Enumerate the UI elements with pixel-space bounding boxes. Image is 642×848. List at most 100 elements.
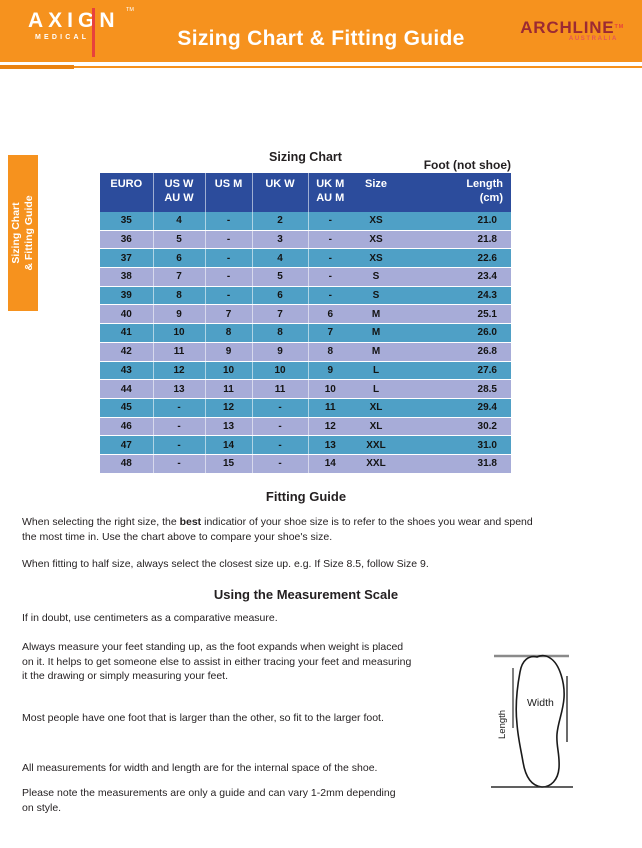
table-cell: 27.6 — [400, 361, 511, 381]
table-cell: 6 — [308, 304, 352, 325]
archline-trademark: TM — [614, 24, 624, 30]
header-divider-accent — [0, 65, 74, 69]
archline-name: ARCHLINE — [520, 18, 615, 37]
footnote-internal-space: All measurements for width and length ar… — [22, 762, 378, 774]
table-cell: 47 — [100, 435, 154, 455]
table-cell: 26.0 — [400, 323, 511, 343]
table-cell: 11 — [205, 379, 253, 399]
table-cell: M — [352, 342, 400, 362]
table-cell: 31.8 — [400, 454, 511, 474]
table-cell: 48 — [100, 454, 154, 474]
table-cell: 21.8 — [400, 230, 511, 250]
table-cell: 5 — [252, 267, 309, 287]
table-cell: 11 — [252, 379, 309, 399]
table-cell: - — [308, 230, 352, 250]
page-title: Sizing Chart & Fitting Guide — [177, 27, 465, 50]
table-cell: 13 — [205, 417, 253, 437]
table-cell: 8 — [252, 323, 309, 343]
table-cell: 37 — [100, 248, 154, 269]
axign-trademark: TM — [126, 7, 134, 13]
table-cell: - — [308, 286, 352, 306]
table-cell: - — [153, 417, 206, 437]
column-header: US M — [205, 173, 253, 212]
archline-australia-label: AUSTRALIA — [568, 36, 618, 42]
table-cell: - — [252, 435, 309, 455]
table-cell: 7 — [252, 304, 309, 325]
axign-medical-label: MEDICAL — [35, 34, 90, 41]
table-cell: 7 — [153, 267, 206, 287]
table-row: 42 11 9 9 8 M 26.8 — [100, 342, 511, 362]
axign-red-line — [92, 8, 95, 57]
table-cell: 45 — [100, 398, 154, 418]
table-cell: XL — [352, 398, 400, 418]
table-cell: 35 — [100, 212, 154, 231]
table-cell: 23.4 — [400, 267, 511, 287]
table-cell: - — [252, 398, 309, 418]
table-cell: 10 — [308, 379, 352, 399]
column-header: UK M AU M — [308, 173, 352, 212]
table-cell: 10 — [205, 361, 253, 381]
table-cell: 36 — [100, 230, 154, 250]
table-cell: 38 — [100, 267, 154, 287]
table-cell: 24.3 — [400, 286, 511, 306]
table-row: 41 10 8 8 7 M 26.0 — [100, 323, 511, 343]
table-cell: 4 — [252, 248, 309, 269]
table-row: 39 8-6- S 24.3 — [100, 286, 511, 306]
table-cell: 10 — [252, 361, 309, 381]
table-cell: 42 — [100, 342, 154, 362]
table-cell: 43 — [100, 361, 154, 381]
paragraph-text: When selecting the right size, the — [22, 516, 180, 528]
table-cell: L — [352, 361, 400, 381]
table-row: 37 6-4- XS 22.6 — [100, 248, 511, 269]
table-cell: 26.8 — [400, 342, 511, 362]
header-divider-rule — [0, 66, 642, 68]
table-row: 47-14-13 XXL 31.0 — [100, 435, 511, 455]
table-row: 40 9 7 7 6 M 25.1 — [100, 304, 511, 325]
table-cell: 21.0 — [400, 212, 511, 231]
table-cell: 44 — [100, 379, 154, 399]
table-cell: XXL — [352, 454, 400, 474]
table-cell: 31.0 — [400, 435, 511, 455]
sizing-chart-title: Sizing Chart — [269, 150, 342, 164]
table-cell: - — [205, 267, 253, 287]
table-cell: 41 — [100, 323, 154, 343]
table-header-row: EURO US W AU W US M UK W UK M AU M Size Leng… — [100, 173, 511, 212]
archline-logo: ARCHLINETM AUSTRALIA — [520, 19, 624, 42]
table-cell: - — [205, 230, 253, 250]
foot-not-shoe-label: Foot (not shoe) — [423, 158, 511, 172]
paragraph-text: indicatior of your shoe size is to refer… — [22, 516, 533, 543]
table-cell: 40 — [100, 304, 154, 325]
table-cell: 12 — [205, 398, 253, 418]
column-header: EURO — [100, 173, 154, 212]
table-cell: 25.1 — [400, 304, 511, 325]
column-header: US W AU W — [153, 173, 206, 212]
table-cell: 22.6 — [400, 248, 511, 269]
table-cell: - — [205, 248, 253, 269]
column-header: UK W — [252, 173, 309, 212]
footnote-variance: Please note the measurements are only a … — [22, 787, 396, 814]
table-cell: - — [252, 417, 309, 437]
table-cell: 9 — [205, 342, 253, 362]
table-cell: - — [205, 286, 253, 306]
table-cell: 3 — [252, 230, 309, 250]
table-cell: 8 — [308, 342, 352, 362]
table-cell: - — [153, 398, 206, 418]
best-bold-text: best — [179, 516, 202, 528]
measurement-paragraph-3: Most people have one foot that is larger… — [22, 712, 384, 724]
table-row: 35 4-2- XS 21.0 — [100, 212, 511, 231]
table-cell: 6 — [153, 248, 206, 269]
table-cell: 9 — [252, 342, 309, 362]
table-cell: 11 — [153, 342, 206, 362]
fitting-guide-heading: Fitting Guide — [265, 489, 347, 504]
table-cell: 28.5 — [400, 379, 511, 399]
side-tab-sizing-chart: Sizing Chart & Fitting Guide — [8, 155, 38, 311]
table-cell: 46 — [100, 417, 154, 437]
table-cell: - — [308, 267, 352, 287]
table-cell: 13 — [153, 379, 206, 399]
measurement-paragraph-1: If in doubt, use centimeters as a compar… — [22, 612, 278, 624]
foot-outline — [515, 654, 565, 788]
table-cell: XXL — [352, 435, 400, 455]
table-cell: 39 — [100, 286, 154, 306]
table-cell: 13 — [308, 435, 352, 455]
